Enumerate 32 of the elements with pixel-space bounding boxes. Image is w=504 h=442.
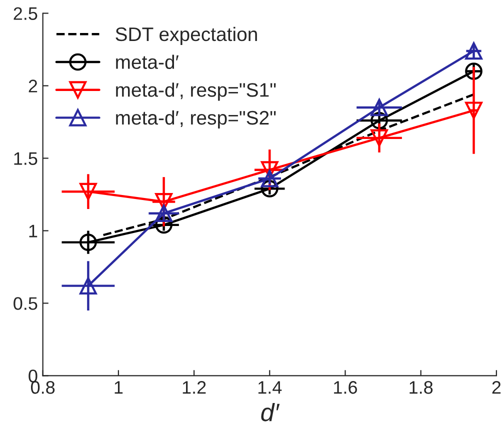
- point: [80, 277, 97, 294]
- x-tick-label: 1: [114, 381, 123, 394]
- x-tick-label: 1.4: [258, 381, 282, 394]
- point: [465, 102, 482, 120]
- point: [80, 182, 97, 200]
- point: [370, 112, 388, 130]
- legend-label: meta-d′, resp="S1": [116, 82, 276, 101]
- point: [370, 129, 388, 147]
- y-tick-label: 0: [28, 370, 38, 382]
- x-tick-label: 1.2: [182, 381, 206, 394]
- point: [370, 98, 388, 116]
- y-tick-label: 2: [28, 80, 38, 92]
- y-tick-label: 0.5: [14, 297, 38, 310]
- x-tick-label: 1.6: [334, 381, 357, 394]
- point: [260, 170, 278, 188]
- legend-label: SDT expectation: [116, 26, 257, 45]
- y-tick-label: 1.5: [14, 152, 38, 165]
- point: [260, 161, 278, 179]
- y-tick-label: 1: [29, 224, 38, 238]
- x-tick-label: 2: [492, 381, 501, 394]
- point: [465, 42, 482, 60]
- x-axis-title: d′: [261, 402, 280, 422]
- point: [465, 62, 482, 80]
- point: [80, 234, 97, 252]
- point: [155, 204, 172, 222]
- legend-label: meta-d′, resp="S2": [116, 110, 276, 129]
- point: [260, 180, 278, 198]
- y-tick-label: 2.5: [14, 7, 38, 20]
- x-tick-label: 1.8: [410, 381, 433, 394]
- legend-label: meta-d′: [116, 54, 179, 69]
- point: [155, 216, 172, 234]
- x-tick-label: 0.8: [30, 381, 55, 394]
